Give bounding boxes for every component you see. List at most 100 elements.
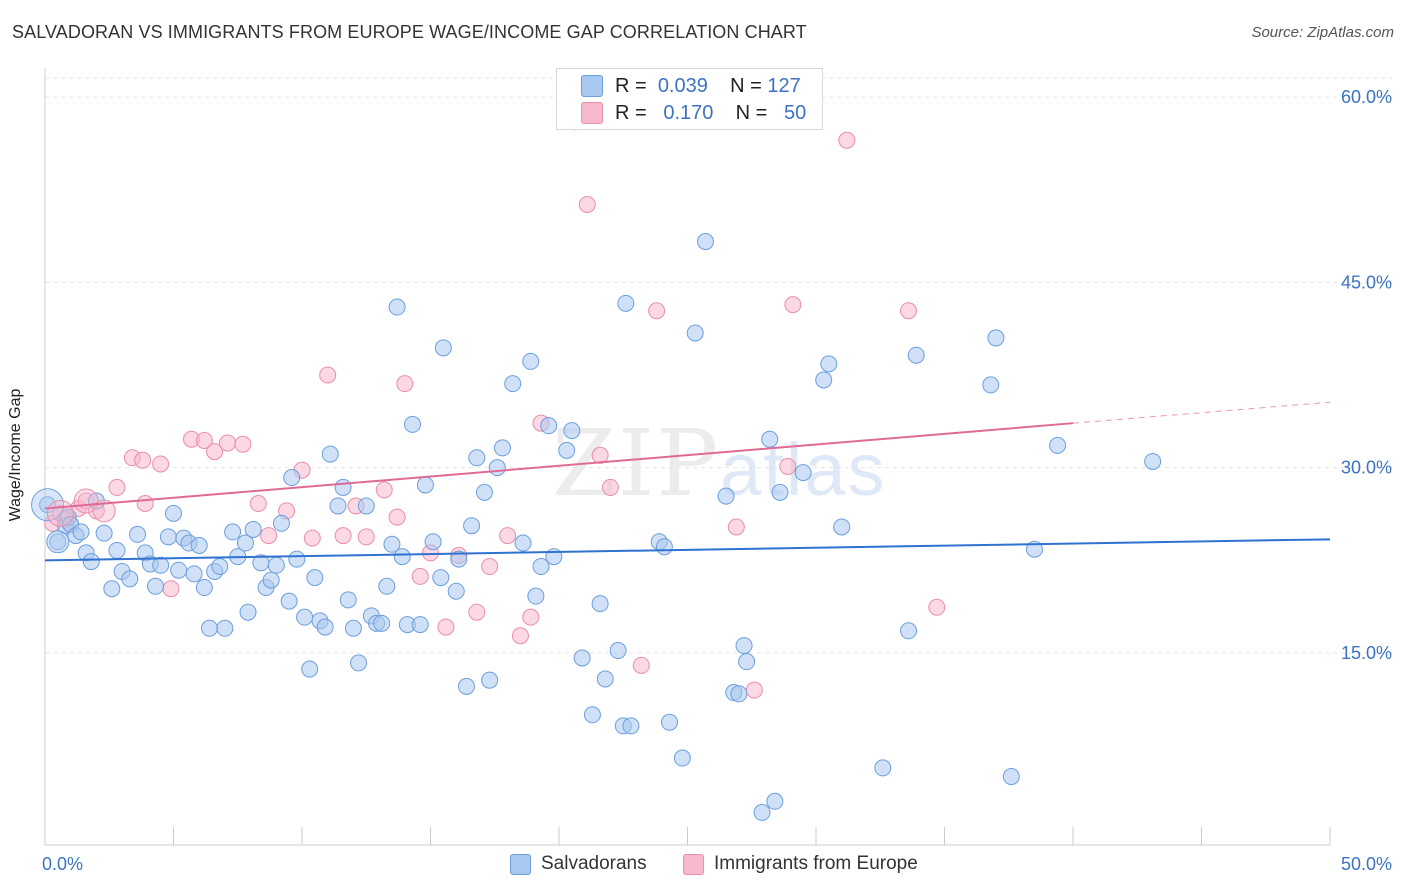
europe-point	[591, 446, 609, 464]
salvadoran-point	[622, 717, 640, 735]
europe-point	[745, 681, 763, 699]
europe-point	[195, 431, 213, 449]
salvadoran-point	[450, 550, 468, 568]
europe-point	[481, 558, 499, 576]
salvadoran-point	[108, 541, 126, 559]
europe-point	[319, 366, 337, 384]
europe-point	[601, 478, 619, 496]
salvadoran-point	[344, 619, 362, 637]
salvadoran-point	[794, 464, 812, 482]
salvadoran-point	[129, 525, 147, 543]
salvadoran-point	[596, 670, 614, 688]
europe-point	[779, 457, 797, 475]
salvadoran-point	[296, 608, 314, 626]
salvadoran-point	[735, 637, 753, 655]
salvadoran-point	[815, 371, 833, 389]
legend-swatch-pink	[683, 853, 704, 875]
salvadoran-point	[239, 603, 257, 621]
salvadoran-point	[244, 520, 262, 538]
legend-label: Immigrants from Europe	[714, 853, 918, 874]
y-tick-label: 30.0%	[1341, 458, 1392, 478]
salvadoran-point	[216, 619, 234, 637]
salvadoran-point	[72, 523, 90, 541]
salvadoran-point	[761, 430, 779, 448]
salvadoran-point	[165, 504, 182, 522]
europe-point	[727, 518, 745, 536]
salvadoran-point	[316, 618, 334, 636]
salvadoran-point	[457, 677, 475, 695]
salvadoran-point	[874, 759, 892, 777]
europe-point	[73, 488, 99, 514]
salvadoran-point	[686, 324, 704, 342]
salvadoran-point	[280, 592, 298, 610]
salvadoran-point	[493, 439, 511, 457]
europe-point	[499, 527, 517, 545]
europe-point	[162, 580, 180, 598]
r-value: 0.170	[663, 101, 714, 124]
salvadoran-point	[833, 518, 851, 536]
y-tick-label: 60.0%	[1341, 87, 1392, 107]
salvadoran-point	[211, 558, 229, 576]
salvadoran-point	[820, 355, 838, 373]
salvadoran-point	[31, 488, 65, 522]
europe-point	[249, 494, 267, 512]
salvadoran-point	[655, 538, 673, 556]
europe-trendline-extension	[1072, 401, 1331, 424]
salvadoran-point	[350, 654, 368, 672]
salvadoran-point	[527, 587, 545, 605]
salvadoran-point	[306, 569, 324, 587]
salvadoran-point	[1002, 768, 1020, 786]
salvadoran-point	[339, 591, 357, 609]
salvadoran-point	[468, 449, 486, 467]
r-value: 0.039	[657, 74, 708, 97]
salvadoran-point	[696, 233, 714, 251]
salvadoran-point	[152, 556, 170, 574]
y-axis-label: Wage/Income Gap	[7, 388, 24, 522]
salvadoran-point	[95, 524, 113, 542]
europe-point	[437, 618, 455, 636]
x-tick-label: 50.0%	[1341, 854, 1392, 874]
salvadoran-point	[283, 469, 301, 487]
europe-point	[136, 494, 154, 512]
salvadoran-point	[447, 582, 465, 600]
legend-row-europe: R = 0.170 N = 50	[581, 101, 806, 125]
chart-title: SALVADORAN VS IMMIGRANTS FROM EUROPE WAG…	[12, 22, 807, 42]
salvadoran-point	[591, 595, 609, 613]
europe-point	[784, 296, 802, 314]
salvadoran-point	[907, 346, 925, 364]
legend-row-salvadorans: R = 0.039 N = 127	[581, 74, 801, 98]
salvadoran-point	[771, 483, 789, 501]
salvadoran-point	[738, 653, 756, 671]
salvadoran-point	[393, 548, 411, 566]
salvadoran-point	[522, 352, 540, 370]
europe-point	[928, 598, 946, 616]
y-tick-label: 15.0%	[1341, 643, 1392, 663]
europe-point	[234, 435, 252, 453]
europe-point	[334, 527, 352, 545]
salvadoran-point	[195, 579, 213, 597]
europe-point	[92, 499, 116, 523]
salvadoran-point	[159, 528, 177, 546]
salvadoran-point	[753, 803, 771, 821]
salvadoran-point	[404, 415, 422, 433]
europe-point	[152, 455, 170, 473]
n-value: 50	[784, 101, 807, 124]
salvadoran-point	[617, 294, 635, 312]
salvadoran-point	[272, 514, 290, 532]
salvadoran-point	[334, 478, 352, 496]
salvadoran-point	[170, 561, 188, 579]
europe-point	[357, 528, 375, 546]
salvadoran-point	[411, 616, 429, 634]
salvadoran-point	[103, 580, 121, 598]
salvadoran-point	[424, 533, 442, 551]
europe-point	[411, 567, 429, 585]
salvadoran-point	[432, 569, 450, 587]
x-tick-label: 0.0%	[42, 854, 83, 874]
salvadoran-point	[488, 459, 506, 477]
europe-point	[522, 608, 540, 626]
salvadoran-point	[609, 642, 627, 660]
r-label: R =	[615, 74, 647, 97]
europe-point	[388, 508, 406, 526]
salvadoran-point	[730, 685, 748, 703]
